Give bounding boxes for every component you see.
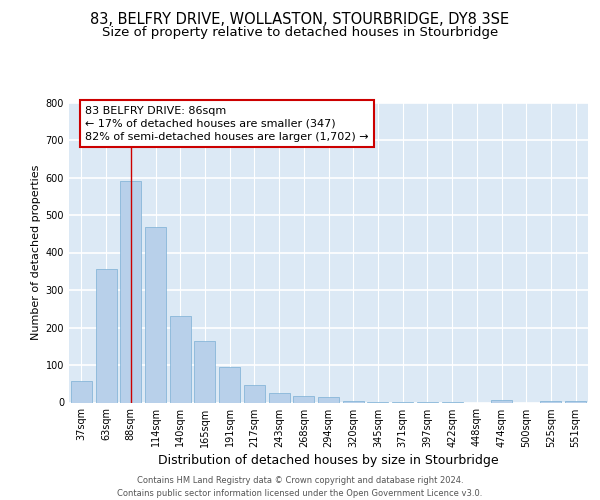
Text: 83 BELFRY DRIVE: 86sqm
← 17% of detached houses are smaller (347)
82% of semi-de: 83 BELFRY DRIVE: 86sqm ← 17% of detached…	[85, 106, 368, 142]
Bar	[194, 342, 215, 402]
Bar	[95, 270, 116, 402]
Bar	[343, 400, 364, 402]
Bar	[565, 400, 586, 402]
Text: Size of property relative to detached houses in Stourbridge: Size of property relative to detached ho…	[102, 26, 498, 39]
Bar	[120, 181, 141, 402]
Bar	[170, 316, 191, 402]
Bar	[244, 384, 265, 402]
Text: 83, BELFRY DRIVE, WOLLASTON, STOURBRIDGE, DY8 3SE: 83, BELFRY DRIVE, WOLLASTON, STOURBRIDGE…	[91, 12, 509, 28]
Bar	[145, 227, 166, 402]
Y-axis label: Number of detached properties: Number of detached properties	[31, 165, 41, 340]
Bar	[318, 397, 339, 402]
Text: Contains HM Land Registry data © Crown copyright and database right 2024.
Contai: Contains HM Land Registry data © Crown c…	[118, 476, 482, 498]
Bar	[293, 396, 314, 402]
Bar	[491, 400, 512, 402]
Bar	[219, 367, 240, 402]
X-axis label: Distribution of detached houses by size in Stourbridge: Distribution of detached houses by size …	[158, 454, 499, 467]
Bar	[71, 381, 92, 402]
Bar	[541, 400, 562, 402]
Bar	[269, 393, 290, 402]
